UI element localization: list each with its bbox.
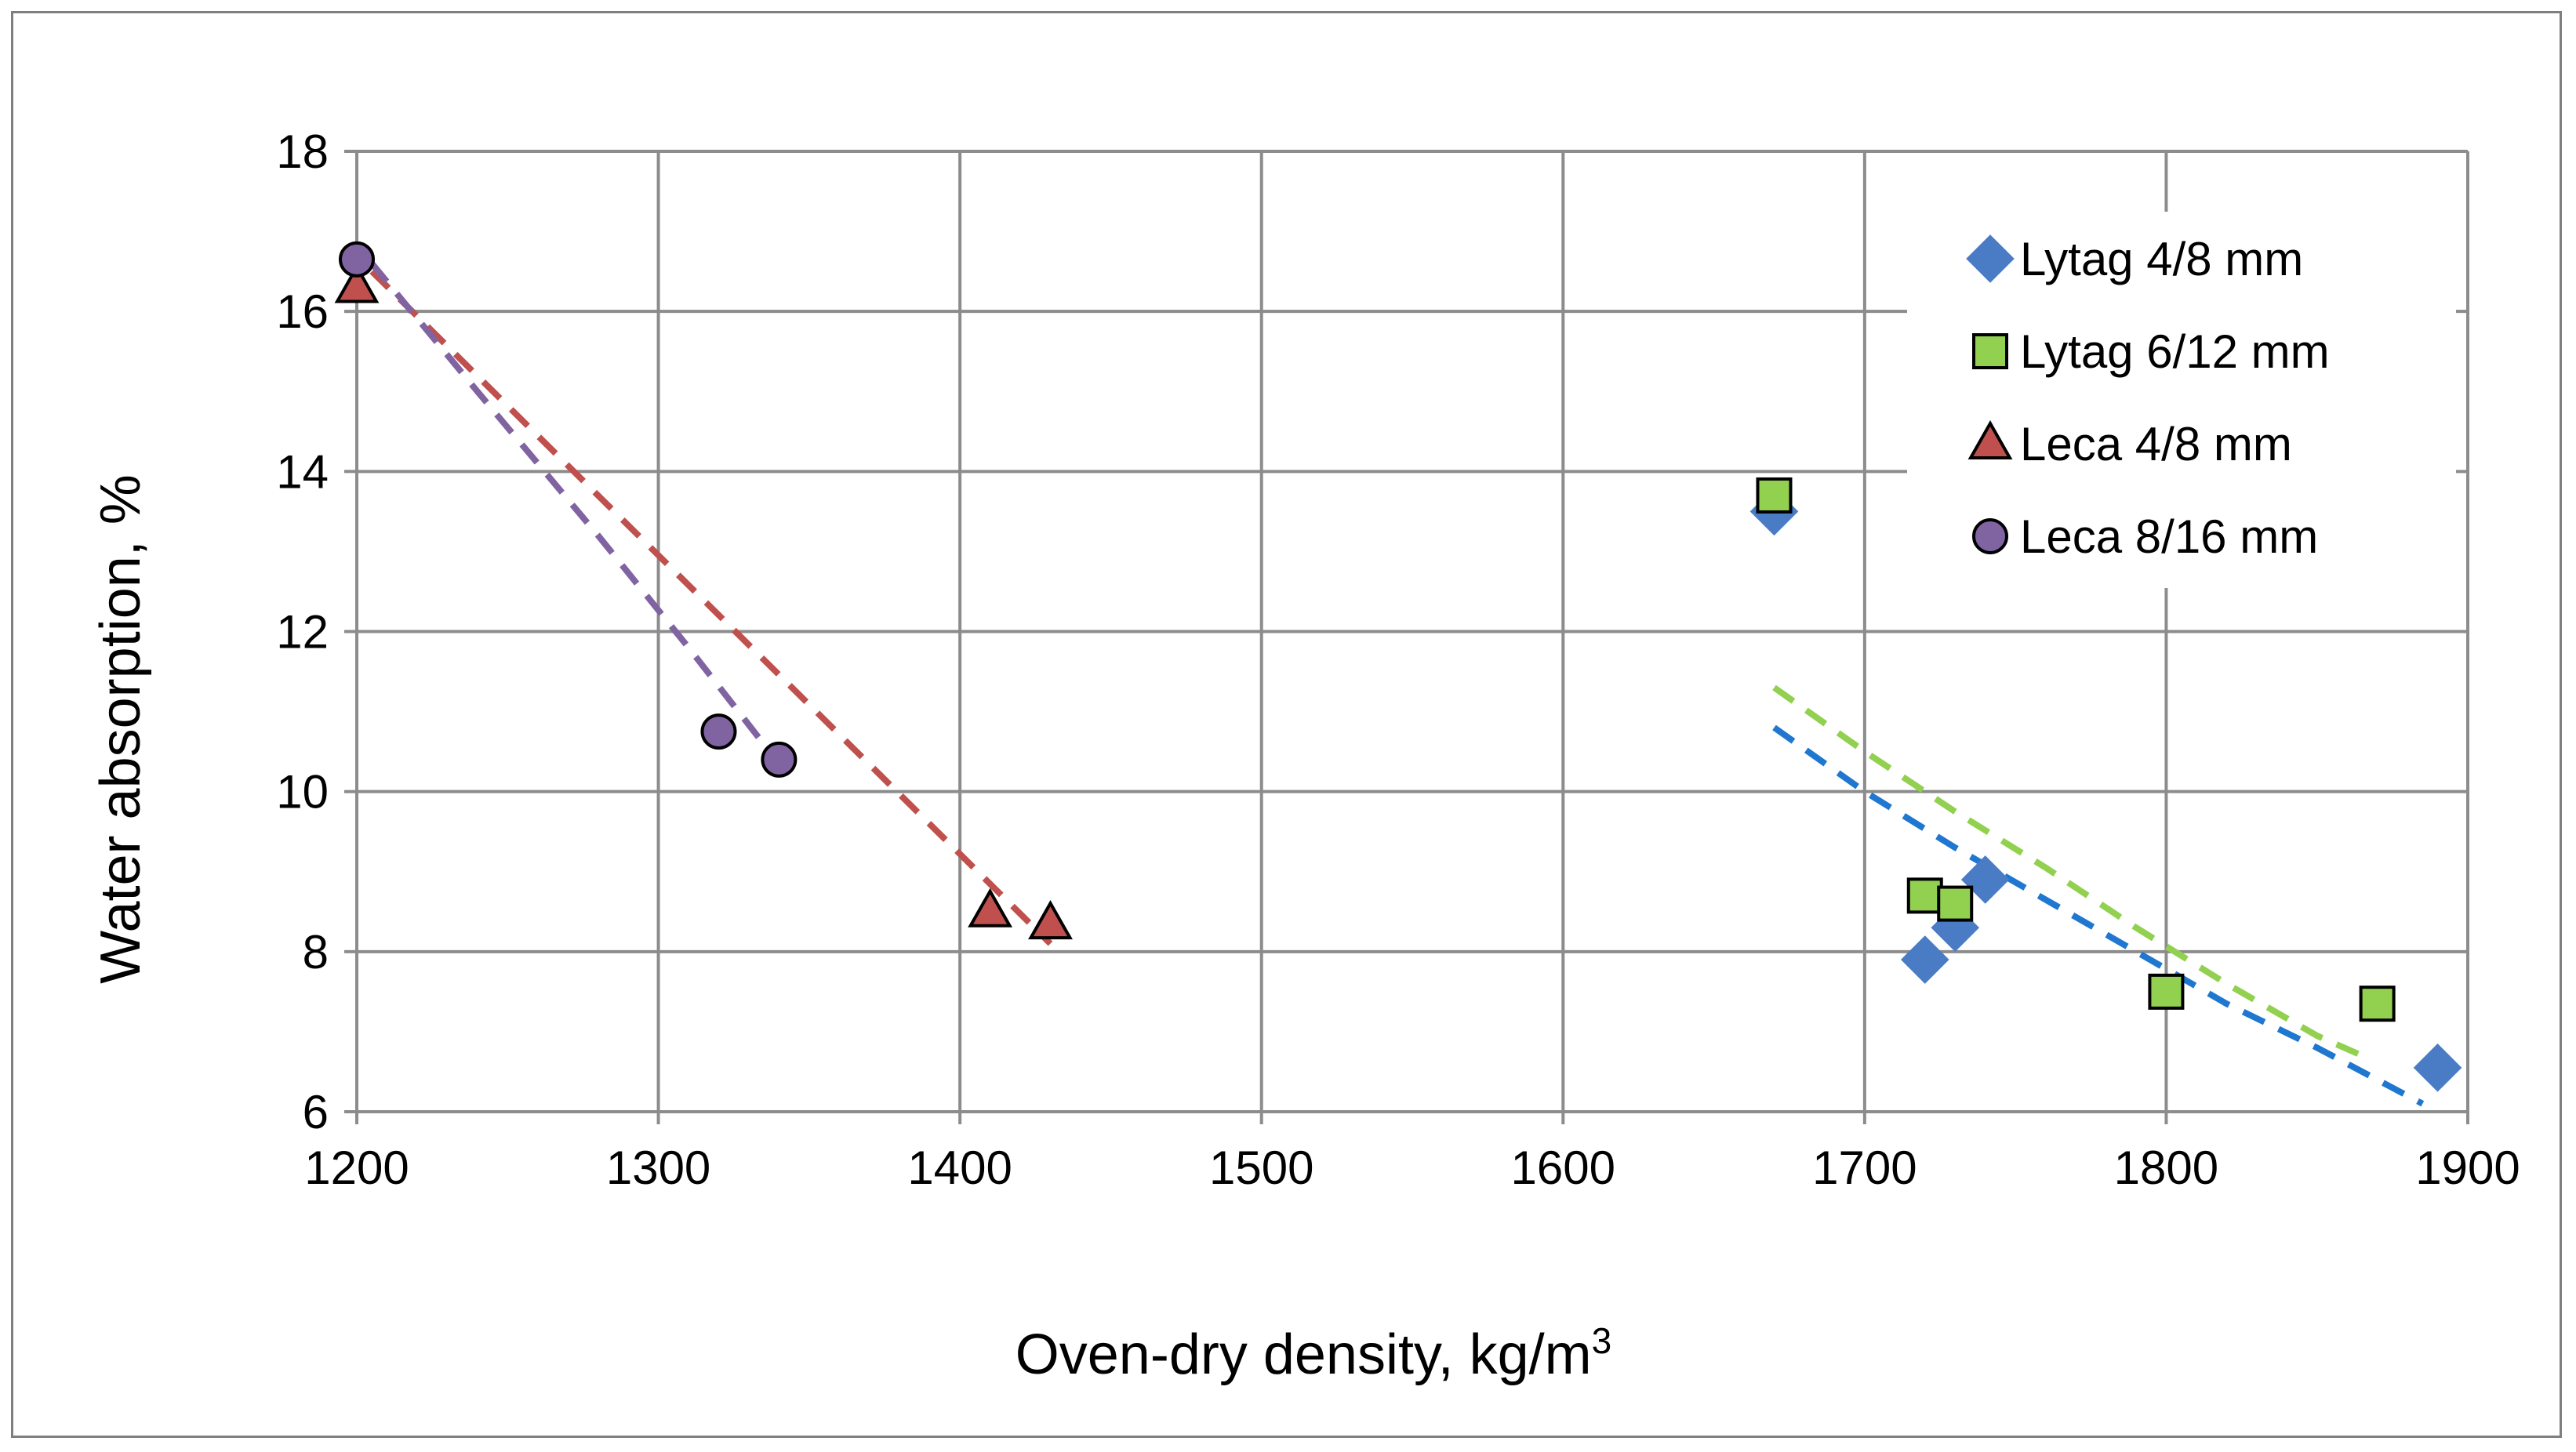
- point-series-3: [700, 713, 737, 750]
- point-series-1: [1937, 885, 1974, 922]
- point-series-1: [1906, 877, 1943, 914]
- y-tick-label: 10: [276, 766, 329, 819]
- x-axis-title-text: Oven-dry density, kg/m: [1016, 1323, 1592, 1386]
- legend-marker-0: [1966, 234, 2015, 283]
- trend-line-1: [1772, 684, 2364, 1059]
- trend-line-0: [1772, 724, 2425, 1107]
- y-axis-title: Water absorption, %: [89, 474, 152, 984]
- point-series-1: [2359, 986, 2396, 1022]
- x-tick-label: 1300: [606, 1142, 710, 1194]
- x-tick-label: 1700: [1812, 1142, 1917, 1194]
- x-axis-title: Oven-dry density, kg/m3: [1016, 1320, 1612, 1386]
- legend-label-1: Lytag 6/12 mm: [2020, 325, 2330, 378]
- point-series-2: [1028, 900, 1073, 940]
- data-points: [334, 241, 2462, 1092]
- point-series-1: [1756, 477, 1793, 514]
- point-series-0: [2413, 1044, 2462, 1092]
- point-series-2: [968, 888, 1013, 927]
- point-series-2: [334, 263, 380, 303]
- point-series-0: [1960, 855, 2010, 904]
- legend-label-0: Lytag 4/8 mm: [2020, 233, 2303, 285]
- y-tick-label: 18: [276, 125, 329, 178]
- legend-label-2: Leca 4/8 mm: [2020, 418, 2292, 470]
- x-tick-label: 1900: [2415, 1142, 2520, 1194]
- x-tick-label: 1200: [304, 1142, 409, 1194]
- y-tick-label: 6: [303, 1086, 329, 1138]
- y-tick-label: 14: [276, 445, 329, 498]
- point-series-3: [339, 241, 375, 278]
- legend-marker-2: [1967, 419, 2013, 459]
- point-series-1: [2148, 973, 2185, 1010]
- gridlines: [344, 150, 2469, 1124]
- y-tick-label: 8: [303, 926, 329, 978]
- x-tick-label: 1500: [1209, 1142, 1313, 1194]
- x-tick-label: 1800: [2114, 1142, 2218, 1194]
- trend-line-2: [369, 269, 1053, 946]
- legend-label-3: Leca 8/16 mm: [2020, 510, 2318, 563]
- x-tick-label: 1400: [907, 1142, 1012, 1194]
- legend: Lytag 4/8 mm Lytag 6/12 mm Leca 4/8 mm Leca…: [1966, 233, 2330, 563]
- legend-marker-3: [1972, 518, 2008, 554]
- x-tick-label: 1600: [1511, 1142, 1615, 1194]
- tick-labels: 1200 1300 1400 1500 1600 1700 1800 1900 6 8 10 12 14…: [276, 125, 2520, 1194]
- trend-lines: [369, 261, 2425, 1107]
- point-series-3: [761, 741, 798, 778]
- y-tick-label: 16: [276, 285, 329, 338]
- point-series-0: [1900, 935, 1949, 984]
- legend-marker-1: [1972, 333, 2008, 369]
- y-tick-label: 12: [276, 606, 329, 659]
- trend-line-3: [369, 261, 782, 766]
- x-axis-title-superscript: 3: [1592, 1320, 1612, 1361]
